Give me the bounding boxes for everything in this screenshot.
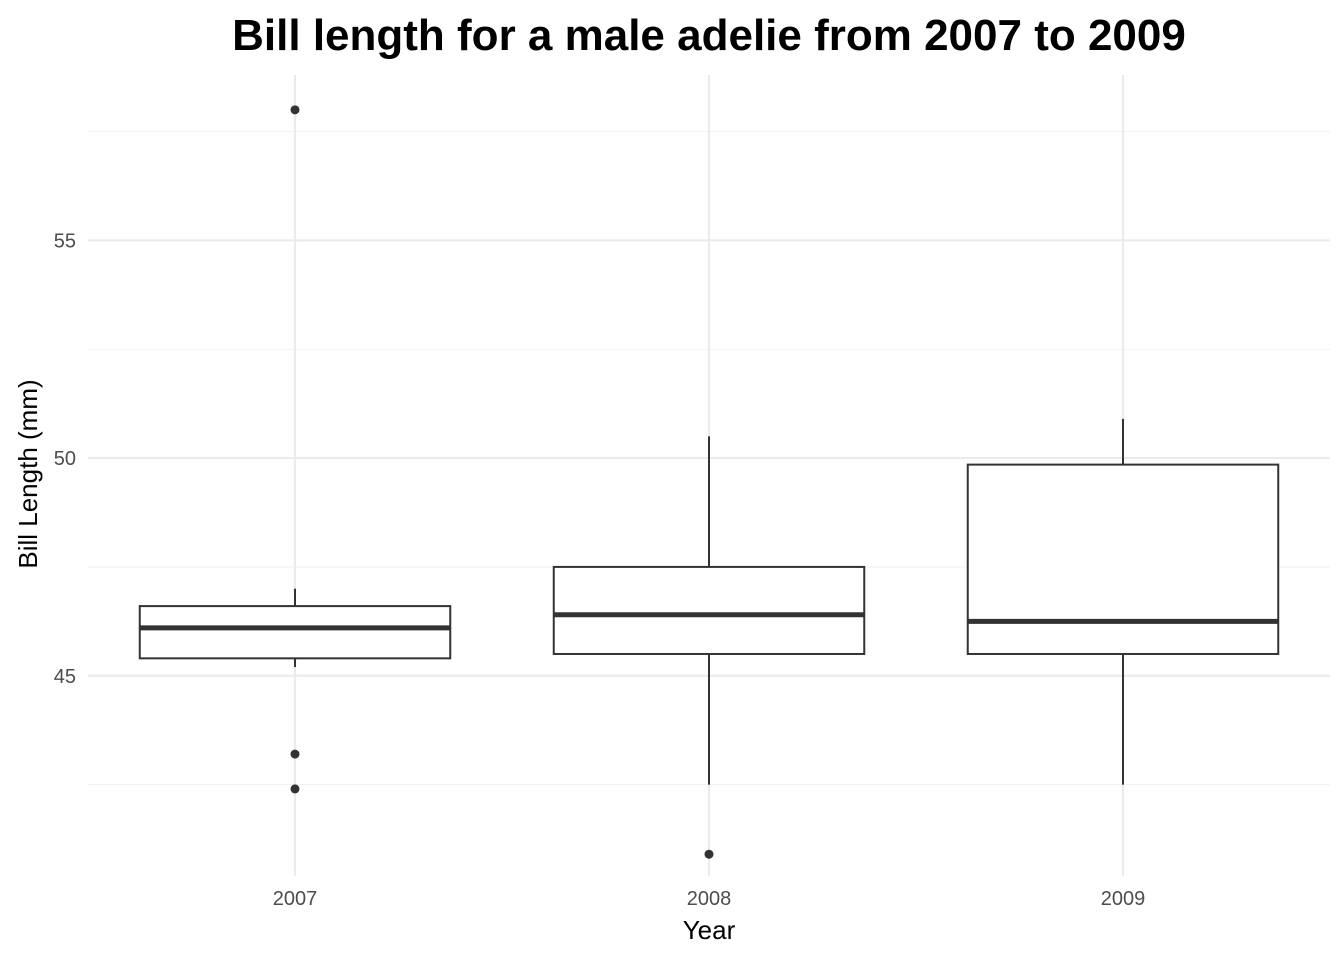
x-axis-title: Year: [683, 915, 736, 945]
box-group-2009: [966, 418, 1280, 785]
outlier-point: [290, 784, 300, 794]
box-iqr: [552, 565, 866, 655]
box-iqr: [138, 605, 452, 660]
x-tick-label: 2009: [1101, 888, 1146, 910]
outlier-point: [704, 849, 714, 859]
y-tick-label: 55: [54, 230, 76, 252]
boxes-layer: [138, 105, 1280, 859]
ticks-layer: 45 50 55 2007 2008 2009: [54, 230, 1146, 910]
x-tick-label: 2008: [687, 888, 732, 910]
box-iqr: [966, 463, 1280, 655]
chart-title: Bill length for a male adelie from 2007 …: [232, 11, 1186, 60]
outlier-point: [290, 749, 300, 759]
box-group-2007: [138, 105, 452, 794]
y-tick-label: 45: [54, 666, 76, 688]
y-tick-label: 50: [54, 448, 76, 470]
box-group-2008: [552, 436, 866, 859]
outlier-point: [290, 105, 300, 115]
x-tick-label: 2007: [273, 888, 318, 910]
y-axis-title: Bill Length (mm): [13, 379, 43, 568]
